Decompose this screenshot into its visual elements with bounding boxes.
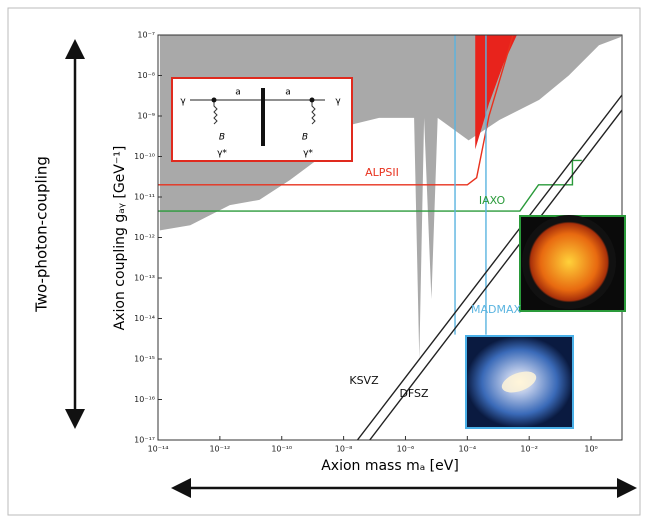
inset-label: γ bbox=[335, 97, 341, 107]
annotation: ALPSII bbox=[365, 166, 399, 179]
y-tick-label: 10⁻¹¹ bbox=[134, 193, 155, 202]
y-tick-label: 10⁻¹⁰ bbox=[134, 152, 155, 161]
sensitivity-line bbox=[158, 35, 514, 186]
y-tick-label: 10⁻¹⁶ bbox=[134, 395, 155, 404]
annotation: MADMAX bbox=[471, 303, 522, 316]
x-tick-label: 10⁻⁶ bbox=[397, 445, 415, 454]
sensitivity-line bbox=[356, 94, 622, 440]
galaxy-core bbox=[501, 371, 537, 393]
x-tick-label: 10⁻⁸ bbox=[335, 445, 353, 454]
annotation: IAXO bbox=[479, 194, 506, 207]
inset-label: a bbox=[235, 88, 241, 98]
inset-label: a bbox=[285, 88, 291, 98]
y-axis-label: Axion coupling gₐᵧ [GeV⁻¹] bbox=[112, 146, 128, 331]
y-tick-label: 10⁻⁷ bbox=[137, 31, 155, 40]
annotation: DFSZ bbox=[399, 387, 429, 400]
sensitivity-line bbox=[454, 35, 487, 335]
inset-wave bbox=[213, 100, 316, 125]
sensitivity-line bbox=[369, 109, 622, 440]
y-tick-label: 10⁻¹⁴ bbox=[134, 314, 155, 323]
inset-vertex bbox=[211, 97, 217, 103]
x-tick-label: 10⁻¹⁴ bbox=[148, 445, 169, 454]
x-tick-label: 10⁻⁴ bbox=[459, 445, 477, 454]
side-label: Two-photon-coupling bbox=[33, 156, 51, 313]
overlays: a a γ γ B Bγ* γ* bbox=[171, 77, 626, 429]
galaxy-image bbox=[465, 335, 574, 429]
x-tick-label: 10⁰ bbox=[584, 445, 597, 454]
y-tick-label: 10⁻¹⁷ bbox=[134, 436, 155, 445]
y-tick-label: 10⁻⁹ bbox=[137, 112, 155, 121]
inset-label: γ* bbox=[303, 149, 313, 159]
inset-label: γ* bbox=[217, 149, 227, 159]
inset-label: γ bbox=[180, 97, 186, 107]
y-tick-label: 10⁻¹³ bbox=[134, 274, 155, 283]
x-tick-label: 10⁻¹⁰ bbox=[271, 445, 292, 454]
sun bbox=[522, 215, 616, 309]
y-tick-label: 10⁻⁸ bbox=[137, 71, 155, 80]
y-tick-label: 10⁻¹⁵ bbox=[134, 355, 155, 364]
x-axis-label: Axion mass mₐ [eV] bbox=[321, 458, 459, 474]
sensitivity-line bbox=[158, 159, 582, 212]
x-tick-label: 10⁻¹² bbox=[209, 445, 230, 454]
x-tick-label: 10⁻² bbox=[520, 445, 538, 454]
inset-label: B bbox=[302, 133, 308, 143]
inset-label: B bbox=[219, 133, 225, 143]
annotation: KSVZ bbox=[349, 374, 379, 387]
y-tick-label: 10⁻¹² bbox=[134, 233, 155, 242]
inset-vertex bbox=[309, 97, 315, 103]
